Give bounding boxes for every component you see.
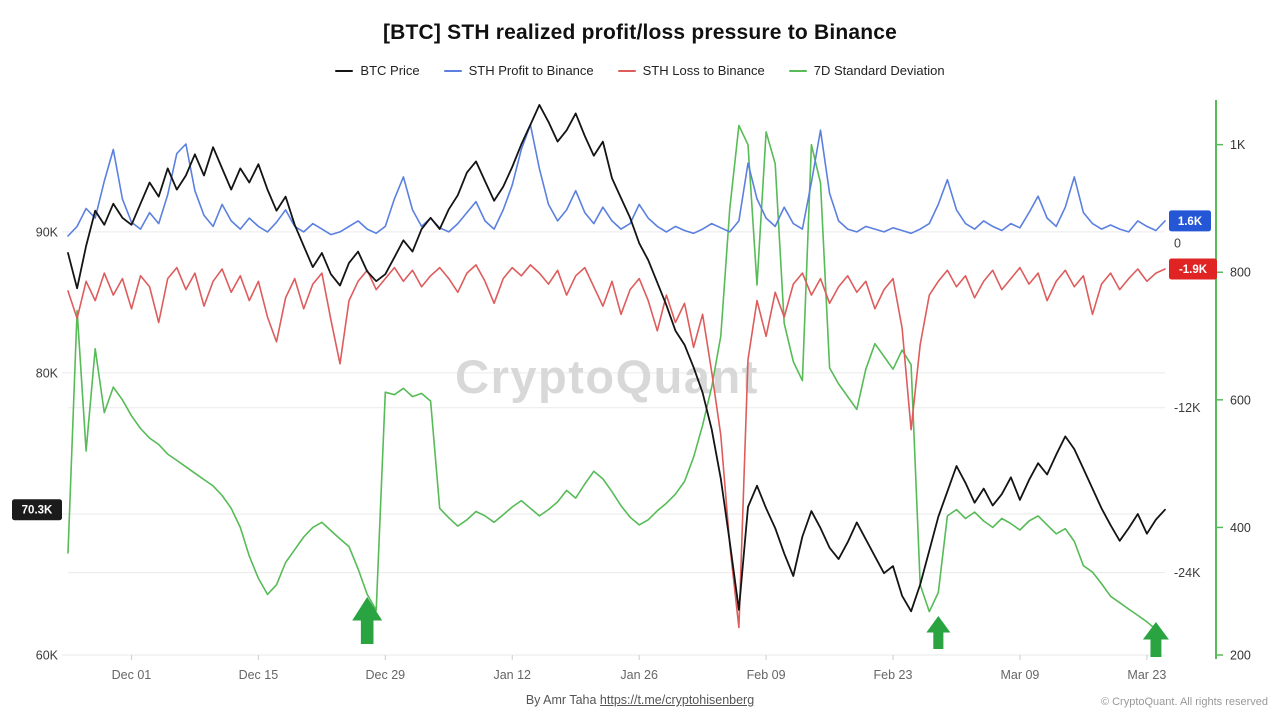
x-tick-label: Feb 23 [874,668,913,682]
x-tick-label: Dec 29 [366,668,406,682]
right-inner-axis-label: -12K [1174,401,1201,415]
x-tick-label: Dec 01 [112,668,152,682]
chart-legend: BTC Price STH Profit to Binance STH Loss t… [0,63,1280,78]
sth-profit-value-badge [1169,210,1211,232]
x-tick-label: Mar 09 [1000,668,1039,682]
legend-swatch-icon [788,69,807,72]
series-line-btc-price [67,104,1166,613]
sth-profit-value-badge-label: 1.6K [1178,216,1203,228]
btc-price-value-badge-label: 70.3K [22,505,53,517]
legend-item-7d-standard-deviation[interactable]: 7D Standard Deviation [788,63,945,78]
right-inner-axis-label: 0 [1174,236,1181,250]
left-axis-label: 90K [36,225,59,239]
legend-item-sth-profit-to-binance[interactable]: STH Profit to Binance [443,63,594,78]
legend-label: STH Profit to Binance [468,63,594,78]
x-tick-label: Mar 23 [1127,668,1166,682]
copyright-notice: © CryptoQuant. All rights reserved [1100,696,1268,708]
series-line-7d-standard-deviation [67,124,1166,637]
right-outer-axis-label: 200 [1230,649,1251,663]
chart-title: [BTC] STH realized profit/loss pressure … [382,21,898,44]
legend-label: BTC Price [360,63,420,78]
byline-link[interactable]: https://t.me/cryptohisenberg [599,693,755,707]
legend-label: 7D Standard Deviation [813,63,945,78]
signal-up-arrow-icon [926,616,951,649]
legend-item-btc-price[interactable]: BTC Price [335,63,420,78]
legend-label: STH Loss to Binance [642,63,765,78]
cryptoquant-watermark: CryptoQuant [455,350,759,403]
right-outer-axis-label: 600 [1230,393,1251,407]
legend-swatch-icon [335,69,354,72]
x-tick-label: Dec 15 [239,668,279,682]
signal-up-arrow-icon [1142,622,1169,657]
series-line-sth-profit-to-binance [67,123,1166,237]
signal-up-arrow-icon [352,597,383,644]
right-outer-axis-label: 400 [1230,521,1251,535]
byline-author: By Amr Taha [525,693,600,707]
right-outer-axis-label: 1K [1230,138,1246,152]
btc-price-value-badge [12,499,62,521]
right-inner-axis-label: -24K [1174,566,1201,580]
legend-item-sth-loss-to-binance[interactable]: STH Loss to Binance [617,63,765,78]
x-tick-label: Jan 26 [620,668,658,682]
left-axis-label: 60K [36,649,59,663]
right-outer-axis-label: 800 [1230,266,1251,280]
series-line-sth-loss-to-binance [67,264,1166,629]
legend-swatch-icon [443,69,462,72]
x-tick-label: Jan 12 [493,668,531,682]
sth-loss-value-badge-label: -1.9K [1179,264,1208,276]
sth-loss-value-badge [1169,258,1217,280]
x-tick-label: Feb 09 [747,668,786,682]
left-axis-label: 80K [36,366,59,380]
legend-swatch-icon [617,69,636,72]
byline: By Amr Taha https://t.me/cryptohisenberg [0,693,1280,707]
